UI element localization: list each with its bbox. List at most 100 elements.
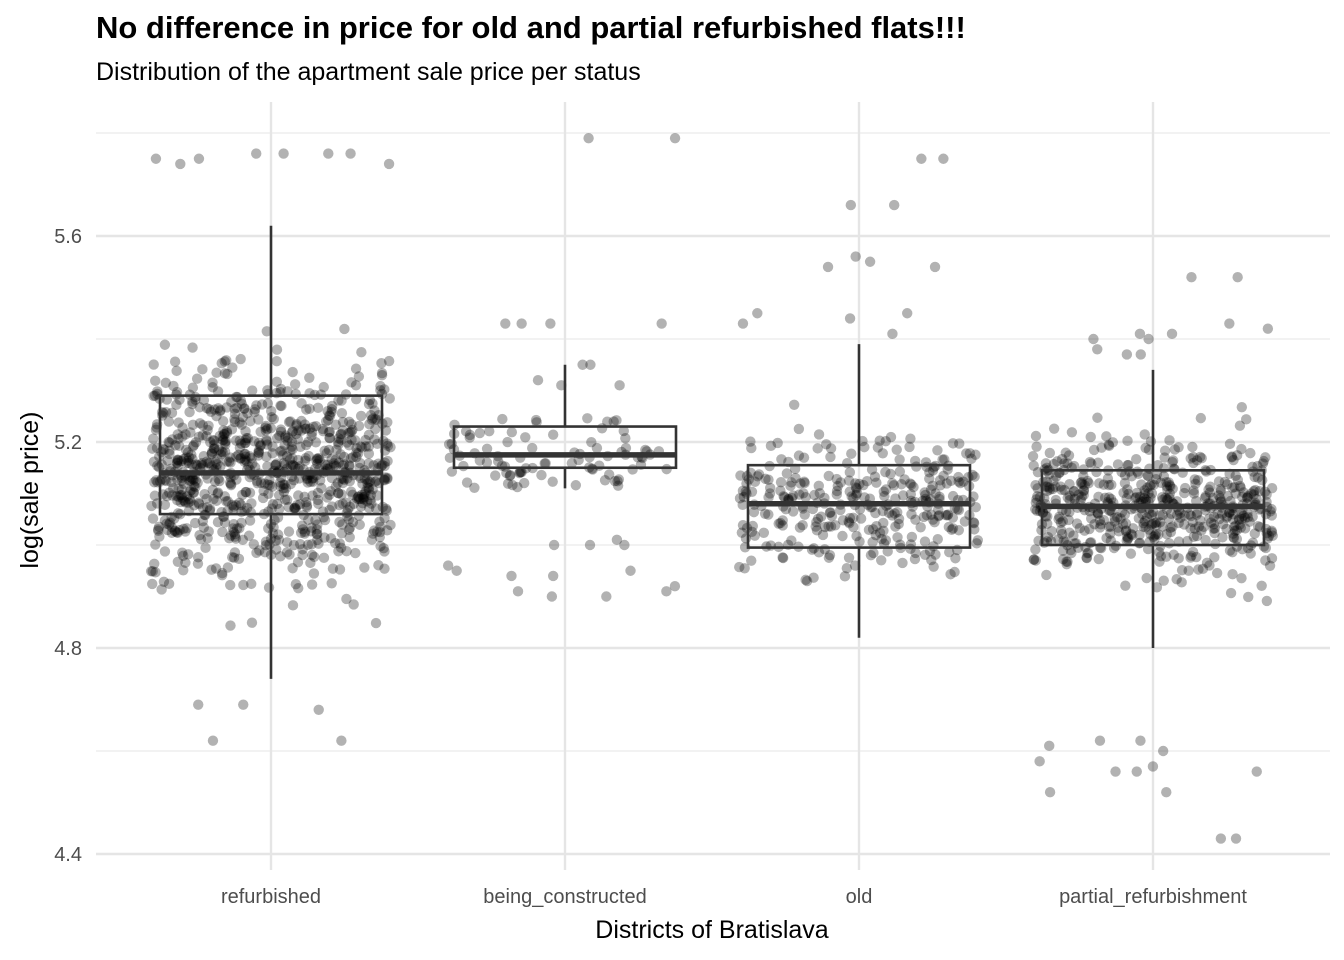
data-point — [1075, 477, 1087, 489]
data-point — [293, 583, 304, 594]
data-point — [299, 419, 311, 430]
data-point — [1056, 528, 1068, 540]
data-point — [1041, 485, 1053, 497]
data-point — [218, 415, 229, 427]
data-point — [1119, 470, 1131, 481]
data-point — [261, 435, 272, 447]
data-point — [801, 575, 813, 587]
data-point — [326, 578, 337, 589]
data-point — [570, 480, 582, 491]
data-point — [1157, 745, 1169, 757]
data-point — [310, 515, 321, 526]
data-point — [299, 423, 311, 435]
data-point — [360, 434, 371, 446]
data-point — [186, 484, 197, 496]
data-point — [318, 381, 329, 393]
data-point — [1030, 430, 1042, 442]
data-point — [876, 555, 887, 566]
data-point — [1076, 476, 1087, 488]
x-axis-title: Districts of Bratislava — [595, 916, 828, 944]
data-point — [370, 476, 381, 487]
data-point — [240, 434, 251, 446]
data-point — [376, 367, 388, 379]
data-point — [1058, 535, 1069, 546]
data-point — [1222, 490, 1233, 502]
data-point — [303, 514, 314, 526]
data-point — [308, 568, 320, 579]
data-point — [370, 414, 381, 425]
data-point — [204, 458, 216, 469]
data-point — [1120, 580, 1131, 591]
data-point — [759, 508, 771, 519]
data-point — [159, 515, 171, 526]
data-point — [1228, 532, 1240, 544]
data-point — [226, 396, 237, 408]
data-point — [1164, 538, 1175, 549]
data-point — [198, 450, 209, 462]
data-point — [1051, 471, 1062, 482]
data-point — [1217, 532, 1228, 543]
data-point — [1034, 756, 1045, 767]
data-point — [1213, 476, 1225, 487]
data-point — [262, 398, 274, 409]
data-point — [345, 148, 356, 159]
data-point — [258, 485, 269, 497]
data-point — [334, 564, 346, 575]
data-point — [226, 499, 238, 511]
data-point — [268, 413, 279, 425]
data-point — [776, 454, 787, 465]
data-point — [187, 398, 198, 410]
data-point — [1234, 519, 1245, 530]
data-point — [326, 406, 337, 418]
data-point — [892, 532, 903, 543]
data-point — [609, 475, 621, 487]
data-point — [863, 524, 875, 536]
data-point — [190, 475, 202, 487]
data-point — [1188, 485, 1199, 496]
data-point — [971, 538, 982, 549]
data-point — [159, 444, 170, 456]
data-point — [176, 475, 187, 486]
data-point — [612, 475, 623, 487]
data-point — [228, 501, 239, 512]
data-point — [367, 413, 379, 424]
data-point — [336, 489, 347, 500]
data-point — [1171, 574, 1182, 585]
data-point — [775, 485, 786, 496]
data-point — [527, 442, 538, 454]
data-point — [1107, 437, 1119, 448]
data-point — [311, 524, 323, 535]
data-point — [288, 460, 299, 472]
data-point — [822, 261, 834, 273]
data-point — [368, 525, 380, 536]
data-point — [221, 425, 233, 437]
data-point — [885, 431, 897, 443]
point-layer — [145, 132, 1278, 844]
data-point — [229, 414, 240, 425]
data-point — [366, 414, 377, 425]
data-point — [354, 519, 365, 530]
data-point — [1263, 530, 1275, 542]
data-point — [1048, 475, 1059, 487]
data-point — [213, 444, 225, 455]
data-point — [874, 527, 886, 538]
data-point — [1139, 515, 1151, 527]
data-point — [1192, 475, 1204, 486]
data-point — [1131, 491, 1142, 503]
data-point — [777, 515, 788, 526]
data-point — [220, 435, 232, 447]
data-point — [584, 539, 596, 551]
data-point — [191, 373, 203, 384]
data-point — [304, 423, 316, 434]
data-point — [207, 377, 218, 388]
data-point — [1056, 484, 1067, 496]
data-point — [764, 488, 776, 499]
data-point — [305, 526, 317, 537]
data-point — [249, 406, 260, 418]
data-point — [359, 473, 371, 484]
data-point — [926, 509, 937, 520]
data-point — [1254, 522, 1266, 533]
data-point — [223, 456, 235, 467]
data-point — [306, 522, 317, 533]
data-point — [310, 437, 322, 448]
